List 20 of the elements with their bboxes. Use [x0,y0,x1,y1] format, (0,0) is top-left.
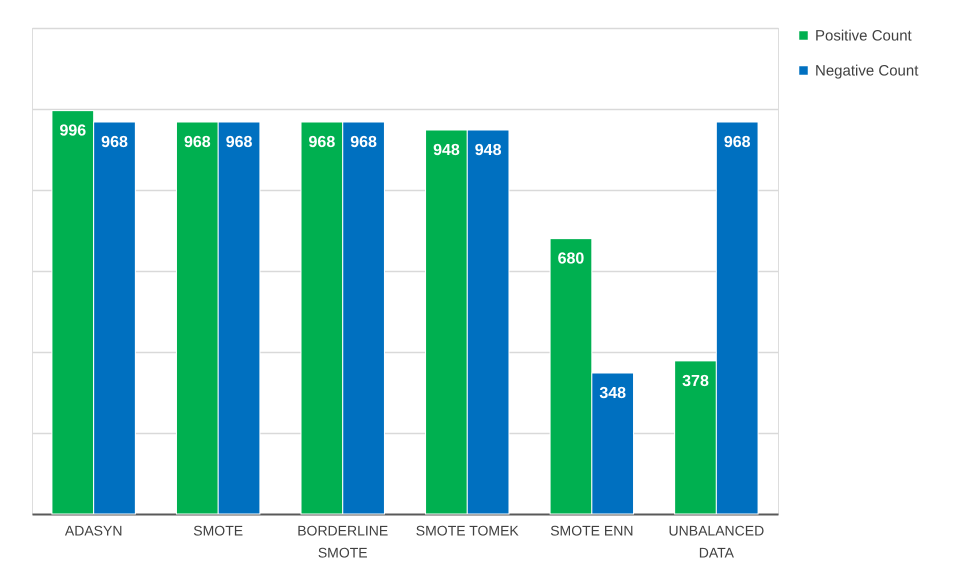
x-tick-label: SMOTE TOMEK [416,522,520,538]
data-label: 968 [350,134,378,151]
data-label: 378 [682,372,709,390]
legend-label: Positive Count [815,28,913,44]
x-tick-label: SMOTE ENN [550,522,634,538]
data-label: 968 [724,134,751,151]
x-tick-label: BORDERLINE SMOTE [297,522,388,560]
data-label: 968 [308,134,336,151]
x-tick-label: UNBALANCED DATA [668,522,764,560]
legend-label: Negative Count [815,62,920,80]
data-label: 968 [226,134,252,151]
data-label: 996 [59,122,86,140]
x-tick-label: ADASYN [64,522,122,538]
data-label: 948 [474,142,502,160]
data-label: 968 [101,134,128,151]
data-label: 968 [184,134,211,151]
data-label: 348 [599,385,626,402]
data-label: 948 [433,142,460,160]
x-tick-label: SMOTE [193,522,244,538]
data-label: 680 [558,250,584,268]
